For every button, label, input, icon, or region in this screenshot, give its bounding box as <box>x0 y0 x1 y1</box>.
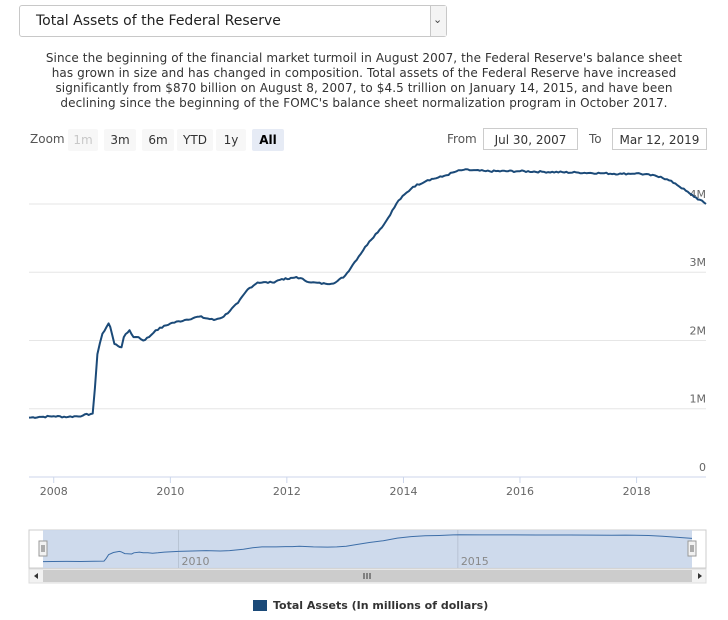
y-tick-label: 4M <box>690 188 707 201</box>
x-tick-label: 2018 <box>623 485 651 498</box>
zoom-label: Zoom <box>30 132 65 146</box>
zoom-3m-button[interactable]: 3m <box>104 129 136 151</box>
x-tick-label: 2010 <box>156 485 184 498</box>
chart-selector-value: Total Assets of the Federal Reserve <box>36 13 281 29</box>
zoom-6m-button[interactable]: 6m <box>142 129 174 151</box>
y-tick-label: 2M <box>690 324 707 337</box>
x-tick-label: 2016 <box>506 485 534 498</box>
zoom-ytd-button[interactable]: YTD <box>177 129 213 151</box>
series-line-total-assets <box>28 168 707 419</box>
y-tick-label: 3M <box>690 256 707 269</box>
navigator-selection-mask <box>43 530 692 568</box>
navigator-left-handle[interactable] <box>38 540 48 557</box>
range-to-input[interactable]: Mar 12, 2019 <box>612 128 707 150</box>
chart-description: Since the beginning of the financial mar… <box>45 51 683 110</box>
chevron-down-icon[interactable]: ⌄ <box>430 6 446 36</box>
zoom-all-button[interactable]: All <box>252 129 284 151</box>
navigator-scrollbar[interactable] <box>28 568 707 584</box>
zoom-1y-button[interactable]: 1y <box>216 129 246 151</box>
x-tick-label: 2012 <box>273 485 301 498</box>
navigator-right-handle[interactable] <box>687 540 697 557</box>
zoom-1m-button[interactable]: 1m <box>68 129 98 151</box>
range-to-label: To <box>589 132 602 146</box>
y-tick-label: 1M <box>690 393 707 406</box>
x-tick-label: 2014 <box>389 485 417 498</box>
navigator-tick-label: 2015 <box>461 555 489 568</box>
navigator-tick-label: 2010 <box>182 555 210 568</box>
range-from-input[interactable]: Jul 30, 2007 <box>483 128 578 150</box>
range-from-label: From <box>447 132 477 146</box>
legend-symbol <box>253 600 267 611</box>
chart-selector-dropdown[interactable]: Total Assets of the Federal Reserve ⌄ <box>19 5 447 37</box>
y-tick-label: 0 <box>699 461 706 474</box>
legend-label[interactable]: Total Assets (In millions of dollars) <box>273 599 489 612</box>
scroll-left-arrow-icon[interactable] <box>34 573 38 579</box>
navigator-series-line <box>42 534 693 563</box>
x-tick-label: 2008 <box>40 485 68 498</box>
scroll-right-arrow-icon[interactable] <box>698 573 702 579</box>
